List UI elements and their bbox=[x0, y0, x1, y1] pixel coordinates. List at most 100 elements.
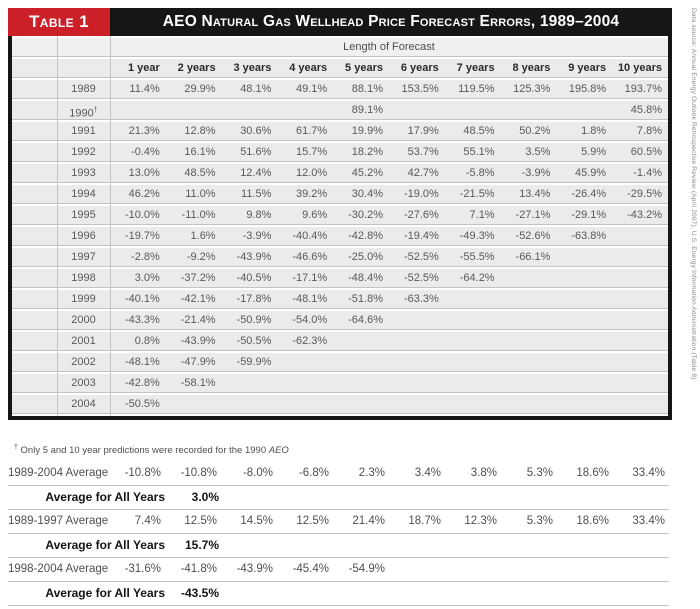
value-cell: 50.2% bbox=[519, 125, 551, 137]
value-cell: -2.8% bbox=[131, 251, 160, 263]
value-cell: -51.8% bbox=[348, 293, 383, 305]
value-cell: -66.1% bbox=[515, 251, 551, 263]
value-cell: -48.1% bbox=[292, 293, 328, 305]
column-header: 9 years bbox=[568, 62, 607, 74]
value-cell: -3.9% bbox=[242, 230, 272, 242]
value-cell: 39.2% bbox=[295, 188, 328, 200]
data-source-note: Data source: Annual Energy Outlook Retro… bbox=[690, 8, 697, 380]
table-number-label: Table 1 bbox=[8, 8, 110, 36]
average-value: 12.5% bbox=[296, 515, 329, 527]
average-row: 1989-1997 Average 7.4% 12.5% 14.5% 12.5% 21.4… bbox=[8, 510, 669, 534]
value-cell bbox=[333, 395, 389, 413]
value-cell bbox=[222, 101, 278, 119]
average-value: 12.3% bbox=[464, 515, 497, 527]
value-cell: 45.9% bbox=[574, 167, 607, 179]
value-cell: 11.0% bbox=[185, 188, 216, 200]
column-header: 3 years bbox=[233, 62, 272, 74]
table-titlebar: Table 1 AEO Natural Gas Wellhead Price F… bbox=[8, 8, 672, 36]
value-cell: -43.9% bbox=[236, 251, 272, 263]
average-value bbox=[445, 558, 501, 581]
value-cell: -21.4% bbox=[180, 314, 216, 326]
row-spacer-cell bbox=[12, 248, 57, 266]
value-cell bbox=[501, 353, 557, 371]
year-label: 2004 bbox=[71, 398, 96, 410]
value-cell: -40.1% bbox=[124, 293, 160, 305]
average-value: -10.8% bbox=[180, 467, 217, 479]
value-cell: 0.8% bbox=[134, 335, 160, 347]
value-cell: -52.6% bbox=[515, 230, 551, 242]
value-cell bbox=[277, 395, 333, 413]
table-row: 1993 13.0% 48.5% 12.4% 12.0% 45.2% 42.7% -5.8% -… bbox=[12, 164, 668, 183]
average-value: 12.5% bbox=[184, 515, 217, 527]
footnote-text: Only 5 and 10 year predictions were reco… bbox=[20, 445, 267, 457]
value-cell bbox=[612, 290, 668, 308]
column-header: 2 years bbox=[177, 62, 216, 74]
value-cell bbox=[389, 374, 445, 392]
value-cell: 48.5% bbox=[463, 125, 495, 137]
average-value bbox=[389, 558, 445, 581]
year-label: 1991 bbox=[71, 125, 96, 137]
value-cell: 48.5% bbox=[184, 167, 216, 179]
value-cell bbox=[612, 374, 668, 392]
value-cell: 45.2% bbox=[351, 167, 383, 179]
value-cell bbox=[389, 311, 445, 329]
column-header: 5 years bbox=[345, 62, 383, 74]
row-spacer-cell bbox=[12, 332, 57, 350]
table-row: 2000 -43.3% -21.4% -50.9% -54.0% -64.6% bbox=[12, 311, 668, 330]
value-cell: -48.1% bbox=[124, 356, 160, 368]
value-cell: 88.1% bbox=[351, 83, 383, 95]
row-spacer-cell bbox=[12, 143, 57, 161]
value-cell: 89.1% bbox=[351, 104, 383, 116]
value-cell bbox=[501, 395, 557, 413]
value-cell bbox=[445, 353, 501, 371]
table-row: 2004 -50.5% bbox=[12, 395, 668, 414]
value-cell: 15.7% bbox=[295, 146, 328, 158]
value-cell: -3.9% bbox=[521, 167, 551, 179]
value-cell: -43.3% bbox=[124, 314, 160, 326]
value-cell: -50.5% bbox=[124, 398, 160, 410]
value-cell bbox=[222, 374, 278, 392]
table-row: 1990† 89.1% 45.8% bbox=[12, 101, 668, 120]
year-label: 2002 bbox=[71, 356, 96, 368]
average-all-years-value: -43.5% bbox=[180, 586, 219, 600]
value-cell: -55.5% bbox=[459, 251, 495, 263]
value-cell bbox=[445, 395, 501, 413]
table-row: 1991 21.3% 12.8% 30.6% 61.7% 19.9% 17.9% 48.5% 5… bbox=[12, 122, 668, 141]
average-range-label: 1989-2004 Average bbox=[8, 467, 109, 479]
value-cell: -63.8% bbox=[571, 230, 607, 242]
value-cell: -52.5% bbox=[403, 272, 439, 284]
value-cell: 9.6% bbox=[302, 209, 328, 221]
value-cell: 5.9% bbox=[581, 146, 607, 158]
value-cell: -40.5% bbox=[236, 272, 272, 284]
value-cell bbox=[445, 332, 501, 350]
average-value: -54.9% bbox=[348, 563, 385, 575]
value-cell: -5.8% bbox=[465, 167, 495, 179]
averages-section: 1989-2004 Average -10.8% -10.8% -8.0% -6.8% 2… bbox=[8, 462, 669, 606]
table-row: 2001 0.8% -43.9% -50.5% -62.3% bbox=[12, 332, 668, 351]
year-label: 1990† bbox=[69, 107, 98, 119]
value-cell bbox=[389, 101, 445, 119]
value-cell: 1.8% bbox=[581, 125, 607, 137]
value-cell: -1.4% bbox=[633, 167, 662, 179]
year-label: 1998 bbox=[71, 272, 96, 284]
value-cell: 45.8% bbox=[630, 104, 662, 116]
average-value: -8.0% bbox=[242, 467, 273, 479]
average-all-years-label: Average for All Years bbox=[45, 538, 165, 552]
value-cell: 11.4% bbox=[129, 83, 160, 95]
value-cell bbox=[612, 248, 668, 266]
value-cell: 195.8% bbox=[568, 83, 607, 95]
value-cell: 9.8% bbox=[246, 209, 272, 221]
value-cell: -63.3% bbox=[403, 293, 439, 305]
value-cell bbox=[612, 227, 668, 245]
spacer-cell bbox=[12, 38, 57, 56]
value-cell bbox=[556, 269, 612, 287]
footnote-source-italic: AEO bbox=[268, 445, 289, 457]
value-cell: -10.0% bbox=[124, 209, 160, 221]
value-cell: -11.0% bbox=[181, 209, 216, 221]
row-spacer-cell bbox=[12, 290, 57, 308]
average-value: 5.3% bbox=[526, 467, 553, 479]
average-value: 18.7% bbox=[408, 515, 441, 527]
value-cell: -27.1% bbox=[515, 209, 551, 221]
table-row: 1998 3.0% -37.2% -40.5% -17.1% -48.4% -52.5% -6… bbox=[12, 269, 668, 288]
value-cell bbox=[389, 332, 445, 350]
